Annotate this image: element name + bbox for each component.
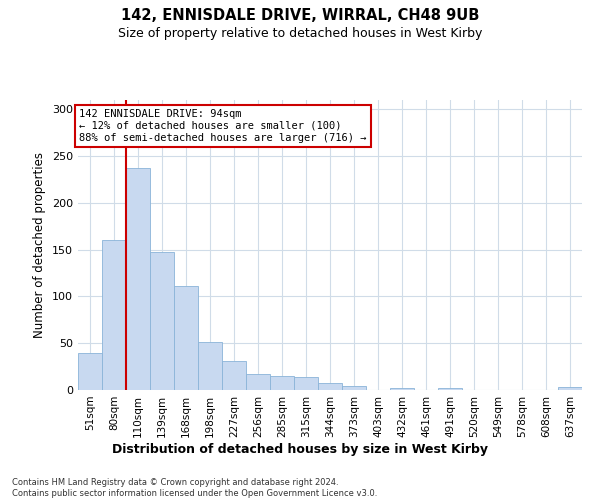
Text: 142, ENNISDALE DRIVE, WIRRAL, CH48 9UB: 142, ENNISDALE DRIVE, WIRRAL, CH48 9UB [121,8,479,22]
Bar [174,286,198,390]
Text: Distribution of detached houses by size in West Kirby: Distribution of detached houses by size … [112,442,488,456]
Bar [198,342,222,390]
Bar [246,374,270,390]
Text: Contains HM Land Registry data © Crown copyright and database right 2024.
Contai: Contains HM Land Registry data © Crown c… [12,478,377,498]
Bar [438,388,462,390]
Bar [558,387,582,390]
Bar [270,376,294,390]
Bar [318,384,342,390]
Bar [78,352,102,390]
Bar [222,361,246,390]
Bar [126,168,150,390]
Bar [150,252,174,390]
Text: 142 ENNISDALE DRIVE: 94sqm
← 12% of detached houses are smaller (100)
88% of sem: 142 ENNISDALE DRIVE: 94sqm ← 12% of deta… [79,110,367,142]
Bar [294,377,318,390]
Bar [390,388,414,390]
Bar [342,386,366,390]
Bar [102,240,126,390]
Text: Size of property relative to detached houses in West Kirby: Size of property relative to detached ho… [118,28,482,40]
Y-axis label: Number of detached properties: Number of detached properties [34,152,46,338]
